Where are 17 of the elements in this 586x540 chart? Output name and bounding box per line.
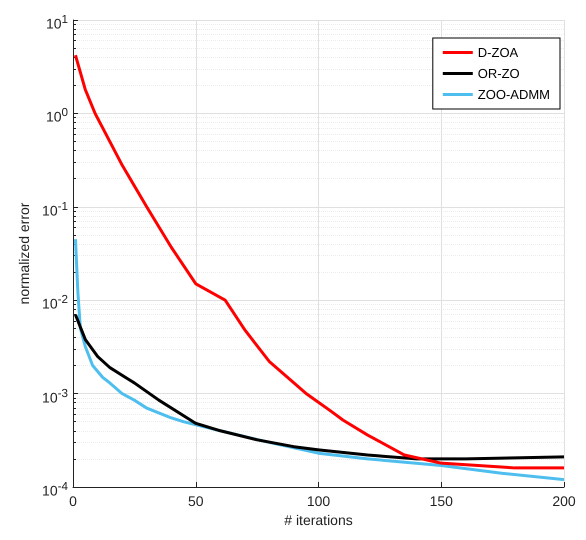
legend-label: D-ZOA	[478, 45, 519, 60]
legend-label: ZOO-ADMM	[478, 87, 550, 102]
y-tick-label: 10$^{-4}$	[42, 479, 68, 500]
y-tick-label: 10$^{-3}$	[42, 386, 68, 406]
line-series	[74, 313, 566, 460]
x-axis-title: # iterations	[284, 512, 353, 528]
legend-label: OR-ZO	[478, 66, 520, 81]
y-tick-label: 10$^{-1}$	[42, 198, 68, 220]
y-axis-title: normalized error	[16, 202, 32, 304]
x-tick-label: 0	[69, 493, 77, 509]
y-tick-label: 10$^{1}$	[46, 12, 68, 33]
x-tick-label: 150	[428, 492, 454, 510]
x-tick-label: 50	[186, 492, 205, 510]
x-tick-label: 100	[306, 492, 332, 510]
y-tick-label: 10$^{-2}$	[42, 292, 68, 313]
y-tick-label: 10$^{0}$	[46, 105, 68, 126]
x-tick-label: 200	[551, 492, 577, 510]
